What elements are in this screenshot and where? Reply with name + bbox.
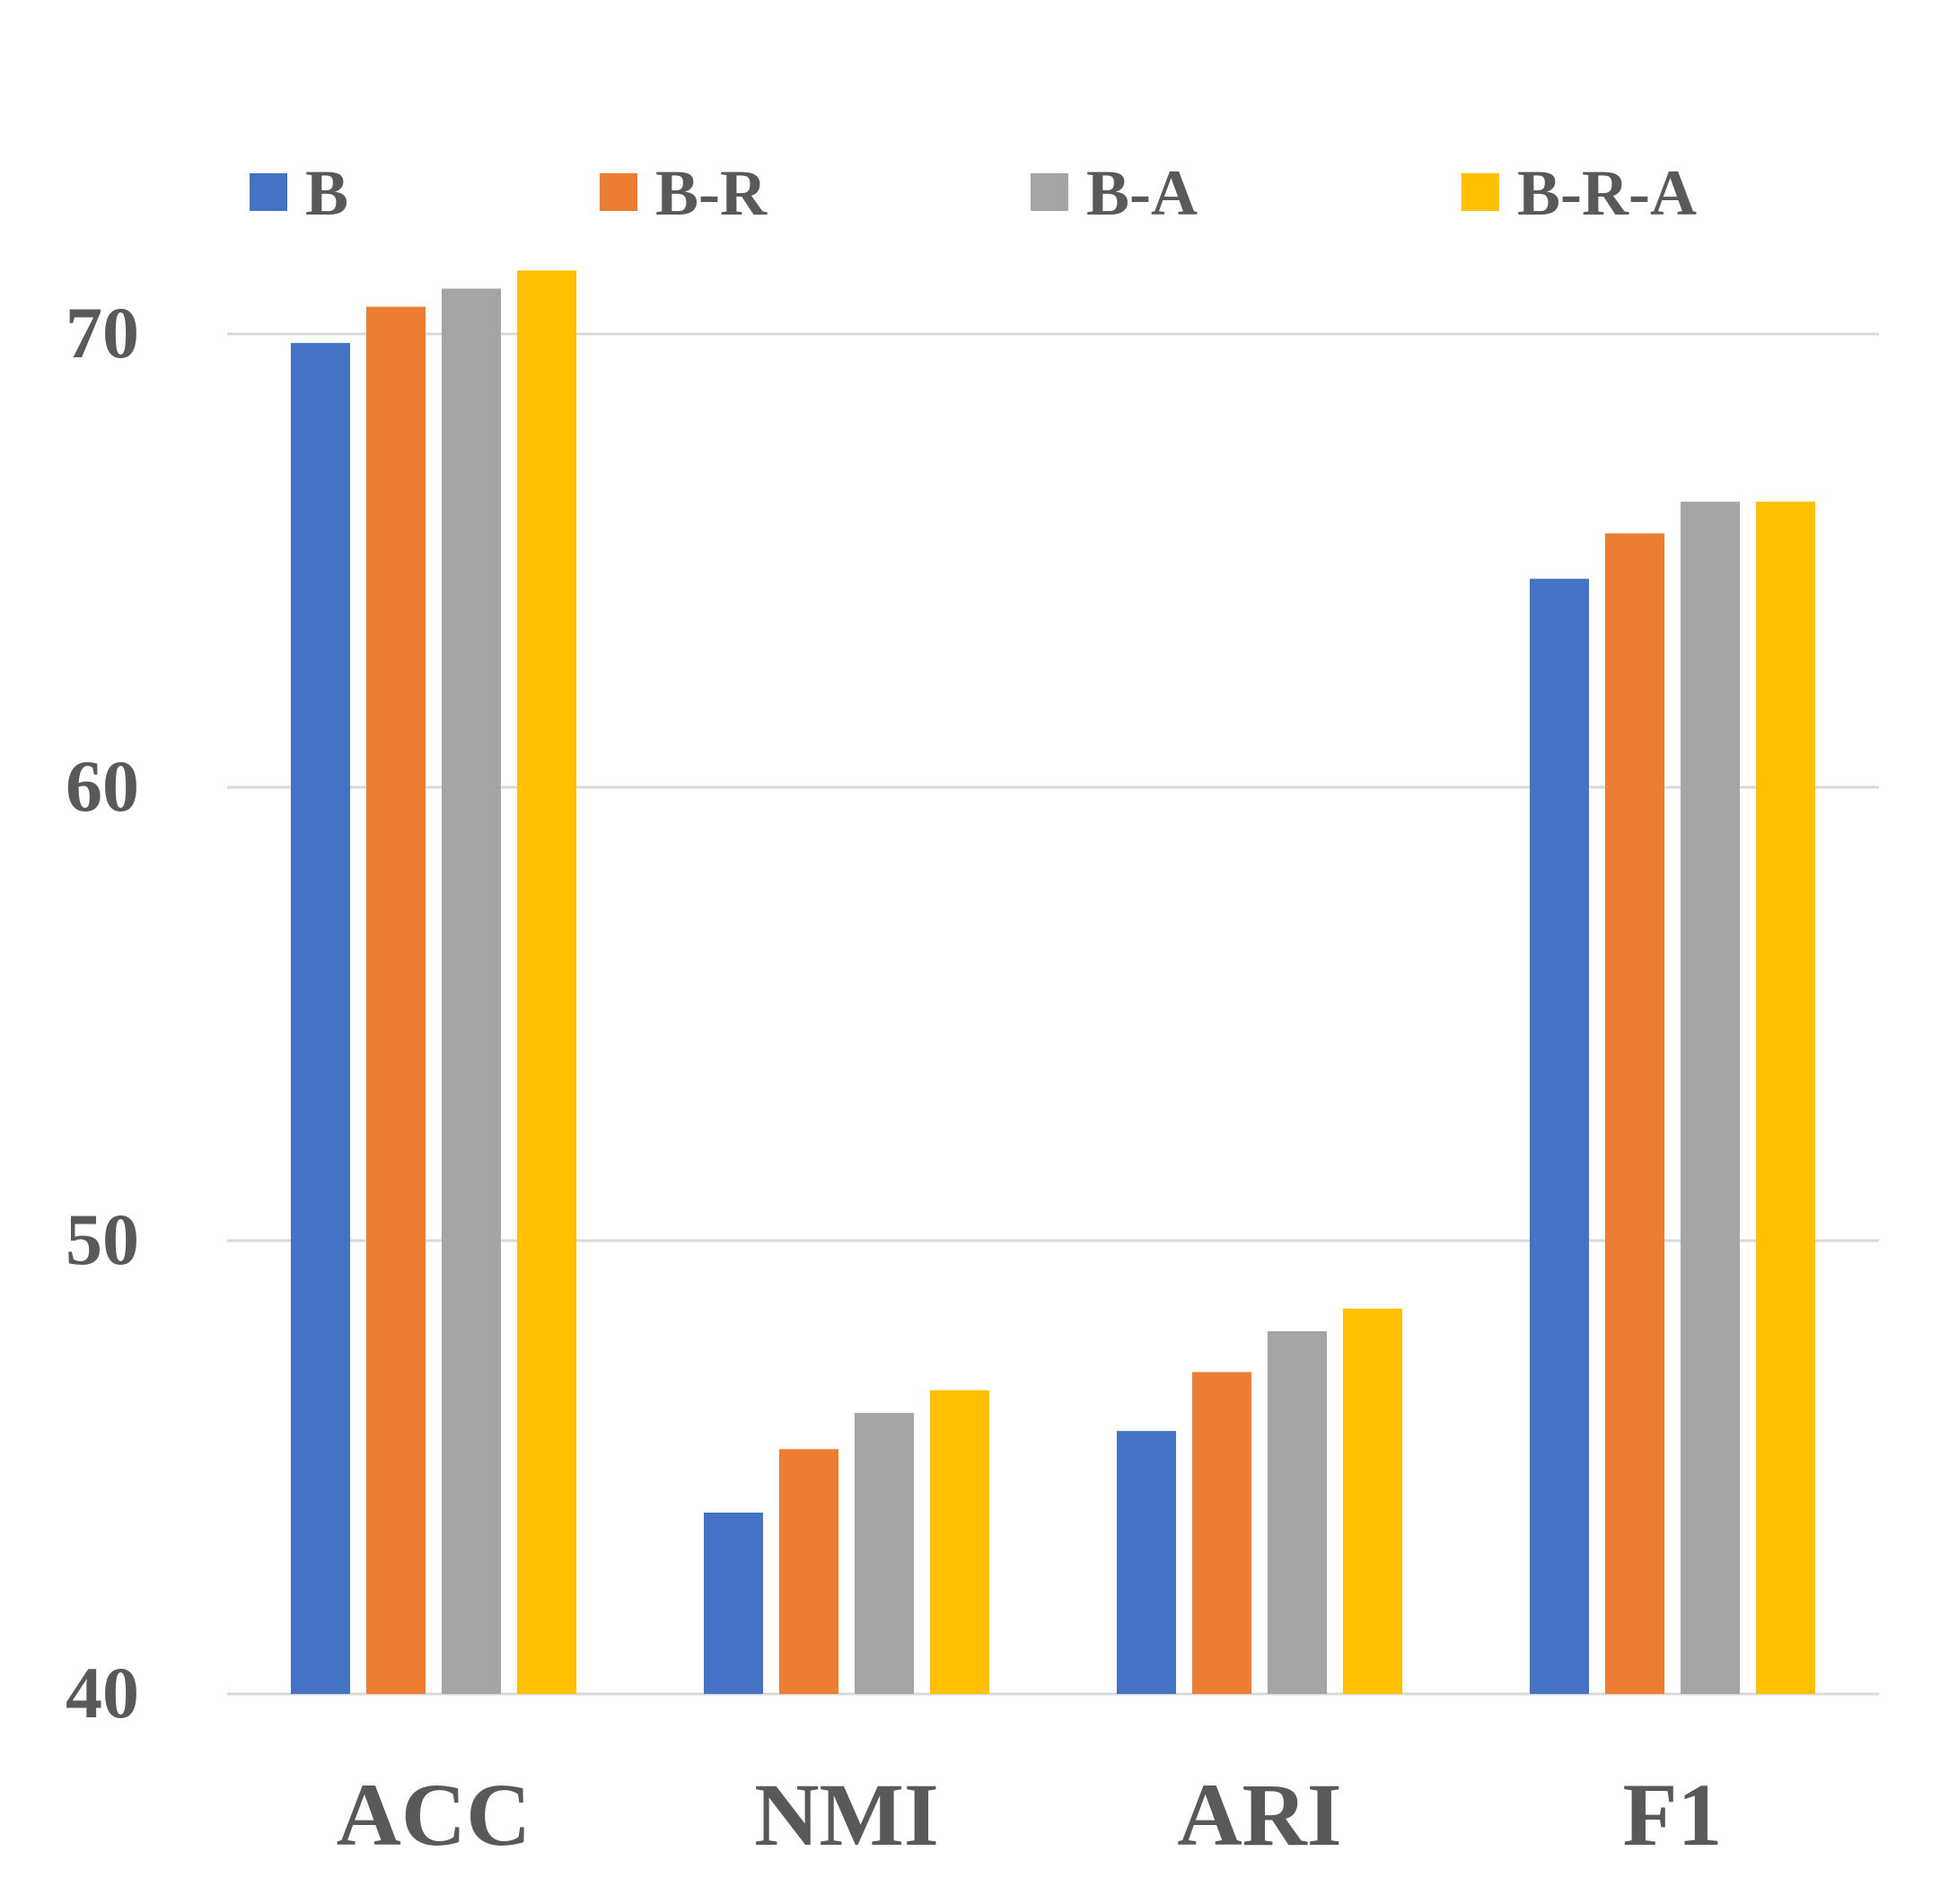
- y-tick-label: 40: [66, 1652, 139, 1733]
- x-axis-ticks: ACC NMI ARI F1: [337, 1765, 1723, 1865]
- legend: B B-R B-A B-R-A: [250, 157, 1697, 229]
- bar-nmi-b: [704, 1513, 763, 1694]
- legend-label-b-r: B-R: [655, 157, 768, 229]
- legend-swatch-b-a: [1031, 173, 1068, 211]
- y-tick-label: 70: [66, 292, 139, 373]
- bar-acc-b-a: [442, 288, 501, 1694]
- legend-swatch-b-r-a: [1462, 173, 1499, 211]
- bar-acc-b: [291, 343, 350, 1695]
- x-tick-label-nmi: NMI: [754, 1765, 939, 1865]
- bar-acc-b-r-a: [517, 270, 576, 1694]
- y-tick-label: 50: [66, 1198, 139, 1280]
- bars: [291, 270, 1815, 1695]
- bar-f1-b-a: [1681, 501, 1740, 1694]
- legend-swatch-b: [250, 173, 287, 211]
- bar-f1-b-r: [1605, 533, 1664, 1695]
- x-tick-label-f1: F1: [1622, 1765, 1722, 1865]
- bar-ari-b: [1117, 1431, 1176, 1694]
- bar-nmi-b-a: [855, 1412, 914, 1694]
- gridlines: [227, 332, 1879, 1696]
- legend-label-b: B: [305, 157, 348, 229]
- legend-swatch-b-r: [600, 173, 637, 211]
- y-axis-ticks: 40 50 60 70: [66, 292, 139, 1733]
- bar-nmi-b-r-a: [930, 1390, 989, 1694]
- x-tick-label-acc: ACC: [337, 1765, 531, 1865]
- bar-nmi-b-r: [779, 1449, 838, 1694]
- bar-ari-b-a: [1268, 1331, 1327, 1694]
- legend-label-b-r-a: B-R-A: [1517, 157, 1697, 229]
- bar-acc-b-r: [366, 306, 426, 1695]
- bar-ari-b-r-a: [1343, 1308, 1402, 1694]
- bar-ari-b-r: [1192, 1372, 1251, 1694]
- bar-f1-b: [1530, 578, 1589, 1695]
- bar-f1-b-r-a: [1756, 501, 1815, 1694]
- y-tick-label: 60: [66, 745, 139, 827]
- x-tick-label-ari: ARI: [1177, 1765, 1341, 1865]
- legend-label-b-a: B-A: [1086, 157, 1198, 229]
